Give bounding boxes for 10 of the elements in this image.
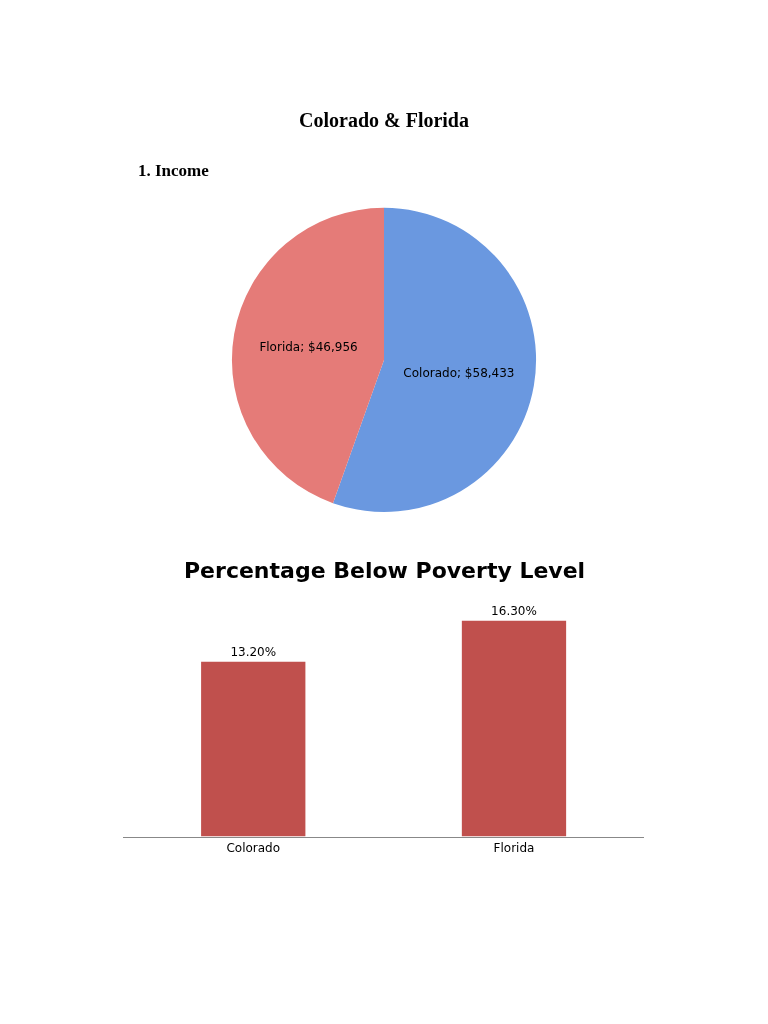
data-label: Florida; $46,956 <box>259 339 358 354</box>
pie-slice <box>232 207 384 504</box>
chart-title: Percentage Below Poverty Level <box>184 558 586 583</box>
chart-title: Colorado & Florida <box>299 109 469 131</box>
x-tick-label: Florida <box>493 841 535 856</box>
data-label: Colorado; $58,433 <box>403 365 515 380</box>
chart-subtitle: 1. Income <box>138 161 210 180</box>
data-label: 16.30% <box>491 603 537 618</box>
data-label: 13.20% <box>230 644 277 659</box>
x-tick-label: Colorado <box>226 841 281 856</box>
